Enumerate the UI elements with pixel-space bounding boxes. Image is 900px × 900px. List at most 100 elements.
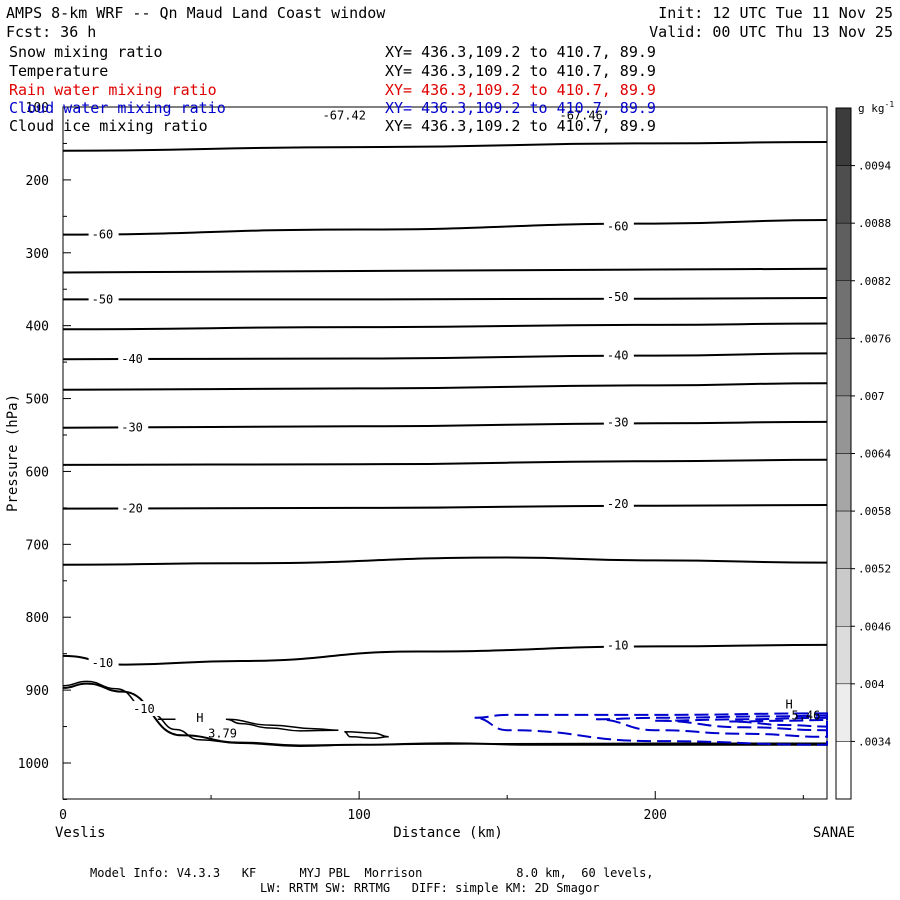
colorbar-unit: g kg-1 xyxy=(858,100,894,115)
y-tick-label-1: 200 xyxy=(26,174,49,189)
x-tick-label-1: 100 xyxy=(347,808,370,823)
temperature-line-5 xyxy=(62,352,828,361)
legend-xy-2: XY= 436.3,109.2 to 410.7, 89.9 xyxy=(385,81,656,99)
temperature-label-bg-3 xyxy=(603,218,634,234)
temperature-label-14: -10 xyxy=(133,702,155,716)
temperature-label-bg-11 xyxy=(603,496,634,512)
temperature-label-12: -10 xyxy=(92,656,114,670)
temperature-label-bg-1 xyxy=(556,107,611,123)
y-tick-label-7: 800 xyxy=(26,611,49,626)
axes: 100 200 300 400 500 600 700 800 900 1000 0 100 200 xyxy=(18,101,804,823)
annotation-1: 3.79 xyxy=(208,726,237,740)
colorbar-label-10: .0094 xyxy=(858,160,891,173)
temperature-label-6: -40 xyxy=(121,352,143,366)
minus10-terrain-line xyxy=(62,680,827,747)
temperature-line-4 xyxy=(62,322,828,331)
colorbar-label-7: .0076 xyxy=(858,332,891,345)
temperature-label-3: -60 xyxy=(607,220,629,234)
colorbar-swatch-7 xyxy=(835,510,852,569)
temperature-label-8: -30 xyxy=(121,421,143,435)
colorbar-label-9: .0088 xyxy=(858,217,891,230)
temperature-label-bg-8 xyxy=(118,419,149,435)
annotation-2: H xyxy=(786,697,793,711)
temperature-label-bg-14 xyxy=(130,701,161,717)
temperature-line-0 xyxy=(62,141,828,152)
y-tick-label-2: 300 xyxy=(26,247,49,262)
temperature-label-7: -40 xyxy=(607,349,629,363)
legend-name-4: Cloud ice mixing ratio xyxy=(9,117,208,135)
colorbar-unit-base: g kg xyxy=(858,102,885,115)
colorbar-swatch-0 xyxy=(835,107,852,166)
annotation-0: H xyxy=(196,711,203,725)
cloud-water-contour-0 xyxy=(474,712,828,746)
temperature-label-bg-13 xyxy=(603,637,634,653)
colorbar-swatch-10 xyxy=(835,683,852,742)
legend: Snow mixing ratio XY= 436.3,109.2 to 410… xyxy=(9,43,656,135)
y-tick-label-9: 1000 xyxy=(18,757,49,772)
colorbar-swatch-9 xyxy=(835,626,852,685)
temperature-label-bg-6 xyxy=(118,351,149,367)
left-station: Veslis xyxy=(55,825,106,841)
ice-contour-1 xyxy=(225,718,339,732)
temperature-label-9: -30 xyxy=(607,416,629,430)
colorbar-swatch-6 xyxy=(835,453,852,512)
temperature-line-10 xyxy=(62,556,828,566)
temperature-line-7 xyxy=(62,420,828,429)
temperature-contours xyxy=(62,141,828,747)
x-tick-label-0: 0 xyxy=(59,808,67,823)
temperature-line-6 xyxy=(62,382,828,391)
cloud-water-contours xyxy=(474,712,828,746)
temperature-line-3 xyxy=(62,297,828,301)
colorbar-swatch-4 xyxy=(835,338,852,397)
y-tick-label-8: 900 xyxy=(26,684,49,699)
temperature-line-11 xyxy=(62,643,828,666)
temperature-label-10: -20 xyxy=(121,502,143,516)
colorbar-label-3: .0052 xyxy=(858,563,891,576)
colorbar-unit-superscript: -1 xyxy=(885,100,895,109)
legend-name-1: Temperature xyxy=(9,62,108,80)
y-tick-label-6: 700 xyxy=(26,538,49,553)
y-tick-label-0: 100 xyxy=(26,101,49,116)
ice-contour-2 xyxy=(344,730,389,739)
colorbar-swatch-5 xyxy=(835,395,852,454)
temperature-label-2: -60 xyxy=(92,228,114,242)
colorbar-label-1: .004 xyxy=(858,678,885,691)
colorbar-swatch-3 xyxy=(835,280,852,339)
colorbar-label-2: .0046 xyxy=(858,620,891,633)
colorbar-label-8: .0082 xyxy=(858,275,891,288)
valid-time: Valid: 00 UTC Thu 13 Nov 25 xyxy=(649,23,893,41)
temperature-label-bg-9 xyxy=(603,414,634,430)
colorbar-label-5: .0064 xyxy=(858,448,891,461)
plot-frame xyxy=(62,106,828,800)
model-info-line1: Model Info: V4.3.3 KF MYJ PBL Morrison 8… xyxy=(90,866,654,880)
temperature-label-11: -20 xyxy=(607,497,629,511)
temperature-label-bg-7 xyxy=(603,347,634,363)
temperature-label-bg-12 xyxy=(88,655,119,671)
temperature-line-2 xyxy=(62,267,828,274)
ice-contours xyxy=(157,718,389,739)
temperature-label-bg-10 xyxy=(118,500,149,516)
annotation-3: 5.46 xyxy=(791,708,820,722)
legend-xy-0: XY= 436.3,109.2 to 410.7, 89.9 xyxy=(385,43,656,61)
y-tick-label-3: 400 xyxy=(26,320,49,335)
temperature-label-bg-5 xyxy=(603,289,634,305)
temperature-line-9 xyxy=(62,504,828,510)
y-tick-label-4: 500 xyxy=(26,393,49,408)
colorbar-swatch-2 xyxy=(835,222,852,282)
temperature-line-1 xyxy=(62,219,828,236)
temperature-label-5: -50 xyxy=(607,290,629,304)
model-info-line2: LW: RRTM SW: RRTMG DIFF: simple KM: 2D S… xyxy=(260,881,600,895)
legend-name-3: Cloud water mixing ratio xyxy=(9,99,226,117)
temperature-label-13: -10 xyxy=(607,639,629,653)
colorbar-swatch-8 xyxy=(835,568,852,627)
init-time: Init: 12 UTC Tue 11 Nov 25 xyxy=(658,4,893,22)
legend-name-2: Rain water mixing ratio xyxy=(9,81,217,99)
x-axis-title: Distance (km) xyxy=(393,825,503,841)
temperature-label-4: -50 xyxy=(92,292,114,306)
temperature-labels: -67.42 -67.46 -60 -60 -50 -50 -40 -40 -30 -30 -20 -… xyxy=(88,107,634,717)
cloud-water-contour-2 xyxy=(655,716,828,732)
forecast-hour: Fcst: 36 h xyxy=(6,23,96,41)
colorbar-label-4: .0058 xyxy=(858,505,891,518)
